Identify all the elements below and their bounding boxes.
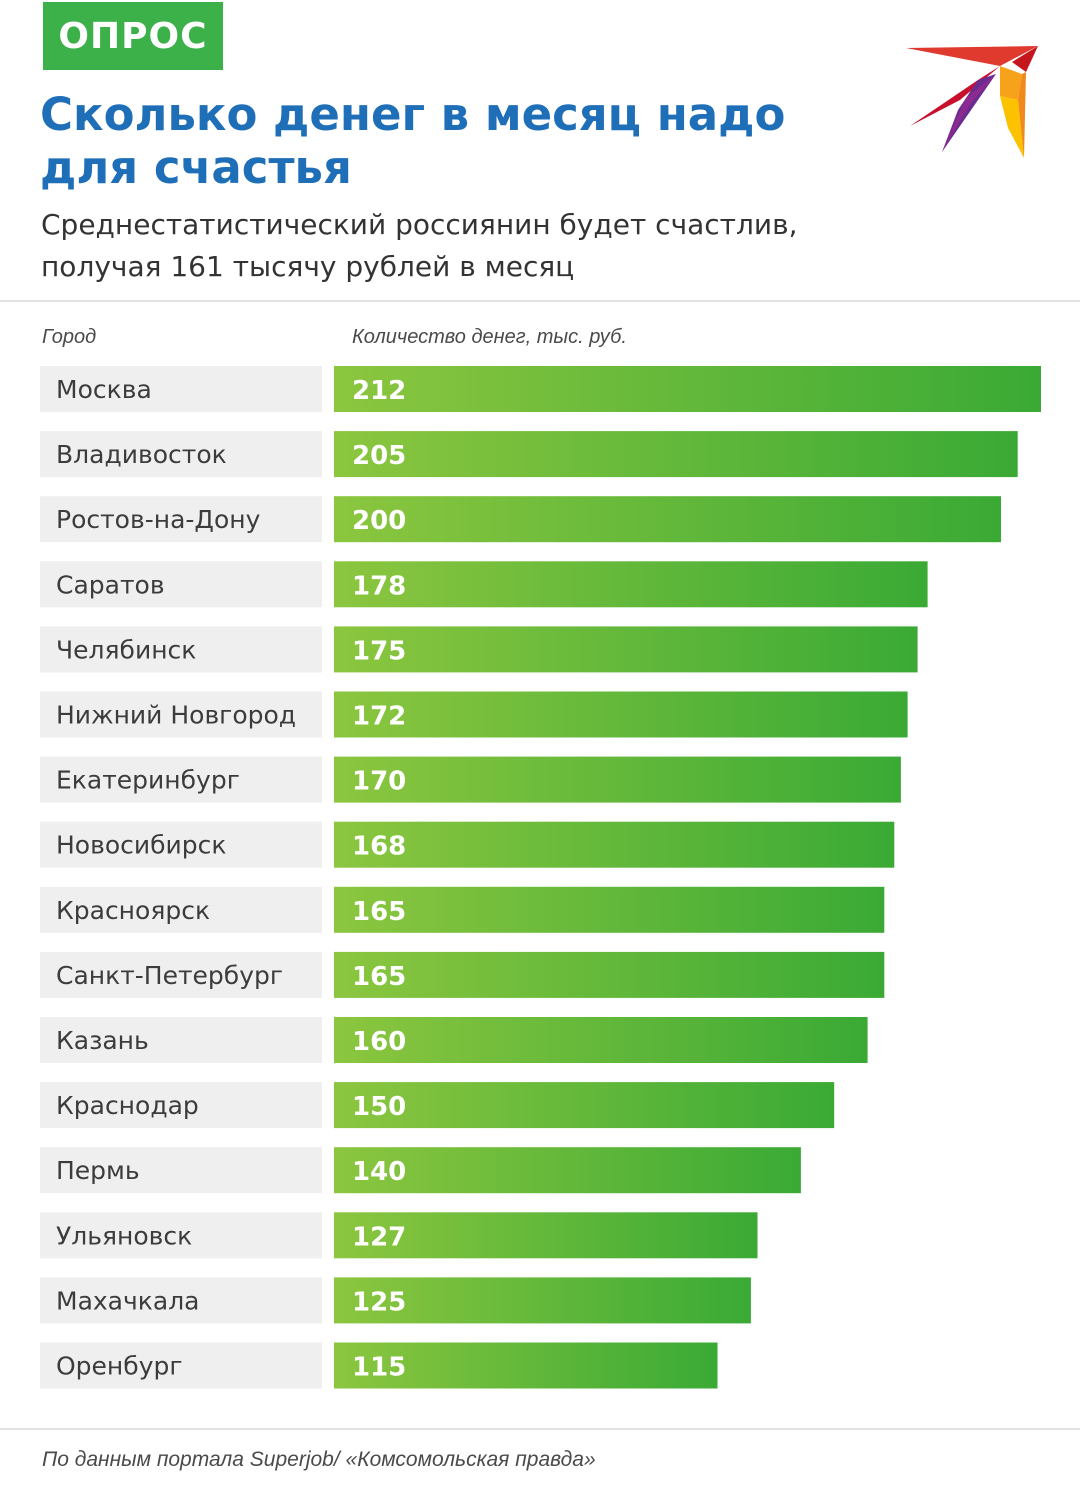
bar-chart: Москва 212 Владивосток 205 Ростов-на-Дону 200…	[40, 366, 1041, 1389]
bar	[334, 366, 1041, 412]
bar	[334, 691, 908, 738]
city-label-bg	[40, 756, 322, 803]
city-label-bg	[40, 1082, 322, 1129]
bar	[334, 1082, 835, 1129]
city-label-bg	[40, 1212, 322, 1259]
bar-value-label: 168	[352, 832, 406, 862]
source-note: По данным портала Superjob/ «Комсомольск…	[42, 1448, 596, 1471]
city-label: Оренбург	[56, 1352, 183, 1381]
city-label: Саратов	[56, 570, 165, 599]
bar-value-label: 205	[352, 441, 406, 471]
bar	[334, 886, 885, 933]
subtitle-line-2: получая 161 тысячу рублей в месяц	[41, 250, 575, 283]
city-label-bg	[40, 691, 322, 738]
city-label: Санкт-Петербург	[56, 961, 283, 990]
bar	[334, 1277, 751, 1324]
title-line-1: Сколько денег в месяц надо	[40, 88, 786, 141]
city-label-bg	[40, 626, 322, 673]
bar	[334, 1212, 758, 1259]
bar-value-label: 172	[352, 702, 406, 732]
bar	[334, 951, 885, 998]
title-line-2: для счастья	[40, 141, 352, 194]
city-label: Москва	[56, 375, 152, 404]
subtitle-line-1: Среднестатистический россиянин будет сча…	[41, 208, 798, 241]
bar	[334, 496, 1001, 543]
bar-value-label: 160	[352, 1027, 406, 1057]
bar	[334, 1017, 868, 1063]
column-header-amount: Количество денег, тыс. руб.	[352, 326, 627, 348]
bar-value-label: 125	[352, 1287, 406, 1317]
bar-value-label: 140	[352, 1157, 406, 1187]
city-label: Краснодар	[56, 1091, 199, 1120]
city-label-bg	[40, 1342, 322, 1389]
bar	[334, 821, 895, 868]
city-label: Владивосток	[56, 440, 227, 469]
city-label-bg	[40, 561, 322, 608]
city-label-bg	[40, 431, 322, 478]
city-label-bg	[40, 821, 322, 868]
bar-value-label: 178	[352, 571, 406, 601]
bird-logo-icon	[906, 46, 1038, 158]
city-label: Красноярск	[56, 896, 210, 925]
city-label-bg	[40, 496, 322, 543]
bar	[334, 1147, 801, 1194]
city-label-bg	[40, 366, 322, 412]
city-label: Ростов-на-Дону	[56, 505, 261, 534]
bar	[334, 431, 1018, 478]
bar	[334, 561, 928, 608]
footer-divider	[0, 1428, 1080, 1430]
city-label: Челябинск	[56, 635, 196, 664]
bar-value-label: 212	[352, 376, 406, 406]
city-label: Пермь	[56, 1156, 140, 1185]
bar-value-label: 170	[352, 767, 406, 797]
header-divider	[0, 300, 1080, 302]
city-label: Екатеринбург	[56, 766, 240, 795]
bar-value-label: 127	[352, 1222, 406, 1252]
city-label: Махачкала	[56, 1286, 200, 1315]
bar-value-label: 200	[352, 506, 406, 536]
city-label-bg	[40, 1017, 322, 1063]
city-label: Нижний Новгород	[56, 701, 296, 730]
city-label: Новосибирск	[56, 831, 227, 860]
bar	[334, 756, 901, 803]
survey-badge: ОПРОС	[43, 2, 223, 70]
bar-value-label: 165	[352, 897, 406, 927]
bar-value-label: 115	[352, 1353, 406, 1383]
bar	[334, 1342, 718, 1389]
page-subtitle: Среднестатистический россиянин будет сча…	[41, 204, 821, 288]
city-label-bg	[40, 886, 322, 933]
city-label-bg	[40, 1277, 322, 1324]
city-label: Казань	[56, 1026, 149, 1055]
bar-value-label: 175	[352, 636, 406, 666]
column-header-city: Город	[42, 326, 97, 348]
bar-value-label: 150	[352, 1092, 406, 1122]
page-title: Сколько денег в месяц надо для счастья	[40, 88, 800, 194]
bar-value-label: 165	[352, 962, 406, 992]
city-label-bg	[40, 951, 322, 998]
city-label: Ульяновск	[56, 1221, 192, 1250]
city-label-bg	[40, 1147, 322, 1194]
bar	[334, 626, 918, 673]
